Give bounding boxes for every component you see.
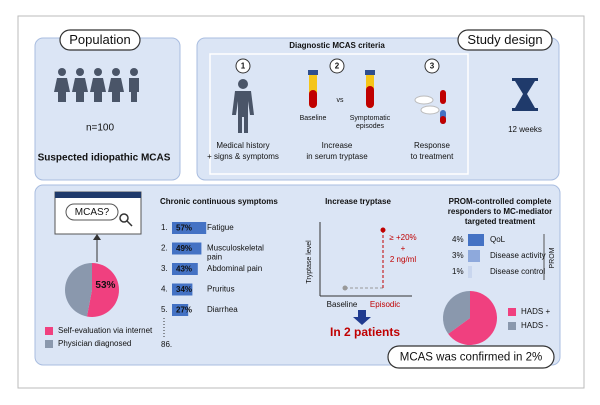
- arrow: [186, 108, 195, 122]
- x-label: Baseline: [327, 300, 358, 309]
- annotation: +: [401, 244, 406, 253]
- tube-label: Baseline: [300, 115, 327, 122]
- pie-slice: [86, 263, 119, 317]
- prom-bar: [468, 250, 480, 262]
- tubes: [308, 70, 375, 108]
- prom-label: 3%: [452, 251, 464, 260]
- symptom-rank: 86.: [161, 340, 172, 349]
- tube-label: episodes: [356, 123, 385, 130]
- symptom-rank: 1.: [161, 223, 168, 232]
- symptom-rank: 2.: [161, 244, 168, 253]
- baseline-point: [342, 285, 348, 291]
- criteria-box: [209, 53, 469, 175]
- tryptase-title: Increase tryptase: [325, 197, 391, 206]
- symptom-bar: [172, 222, 207, 234]
- arrowhead: [93, 234, 101, 240]
- bar-label: 34%: [176, 285, 192, 294]
- symptom-name: pain: [207, 253, 222, 262]
- results-panel: [34, 184, 561, 366]
- pill: [59, 29, 141, 51]
- study-title: Study design: [467, 32, 542, 47]
- browser-bar: [55, 192, 141, 198]
- bar-label: 43%: [176, 265, 192, 274]
- annotation: ≥ +20%: [389, 233, 416, 242]
- down-arrow: [353, 310, 371, 325]
- criterion-number: 3: [430, 62, 435, 71]
- magnifier: [119, 213, 129, 223]
- symptom-name: Pruritus: [207, 285, 235, 294]
- tube-label: vs: [337, 97, 345, 104]
- population-title: Population: [69, 32, 130, 47]
- criterion-caption: + signs & symptoms: [207, 152, 279, 161]
- people-icons: [54, 68, 139, 102]
- legend-swatch: [508, 308, 516, 316]
- prom-axis: PROM: [549, 247, 556, 268]
- prom-title: targeted treatment: [465, 217, 536, 226]
- x-label: Episodic: [370, 300, 400, 309]
- symptom-name: Diarrhea: [207, 305, 238, 314]
- conclusion: MCAS was confirmed in 2%: [400, 352, 543, 364]
- pie-slice: [64, 263, 92, 317]
- criterion-caption: Increase: [322, 141, 353, 150]
- symptom-rank: 5.: [161, 305, 168, 314]
- slice-label: 53%: [95, 280, 115, 291]
- legend-swatch: [45, 340, 53, 348]
- pills-icon: [414, 90, 446, 124]
- pie-slice: [443, 291, 470, 334]
- prom-label: 4%: [452, 235, 464, 244]
- prom-name: Disease activity: [490, 251, 546, 260]
- symptom-bar: [172, 283, 193, 296]
- prom-name: Disease control: [490, 267, 545, 276]
- symptom-name: Fatigue: [207, 223, 234, 232]
- annotation: 2 ng/ml: [390, 255, 416, 264]
- pill: [387, 345, 555, 369]
- legend-label: Self-evaluation via internet: [58, 326, 153, 335]
- bar-label: 27%: [176, 306, 192, 315]
- criterion-number: 2: [335, 62, 340, 71]
- criterion-caption: Medical history: [216, 141, 269, 150]
- pie-slice: [448, 291, 498, 345]
- hourglass-icon: [512, 78, 538, 111]
- prom-title: responders to MC-mediator: [448, 207, 552, 216]
- sample-size: n=100: [86, 123, 115, 134]
- legend-swatch: [508, 322, 516, 330]
- magnifier: [126, 220, 133, 227]
- symptom-name: Abdominal pain: [207, 264, 262, 273]
- prom-label: 1%: [452, 267, 464, 276]
- symptom-rank: 4.: [161, 285, 168, 294]
- legend-label: HADS -: [521, 321, 548, 330]
- legend-label: Physician diagnosed: [58, 339, 131, 348]
- criterion-caption: to treatment: [411, 152, 454, 161]
- criterion-caption: in serum tryptase: [306, 152, 368, 161]
- prom-title: PROM-controlled complete: [449, 197, 552, 206]
- y-axis-label: Tryptase level: [306, 240, 313, 284]
- episodic-point: [380, 227, 386, 233]
- prom-bar: [468, 234, 484, 246]
- symptom-bar: [172, 242, 202, 255]
- criterion-number: 1: [241, 62, 246, 71]
- population-label: Suspected idiopathic MCAS: [38, 153, 171, 164]
- bar-label: 57%: [176, 224, 192, 233]
- search-box: [65, 203, 119, 221]
- tryptase-result: In 2 patients: [330, 325, 400, 339]
- symptom-rank: 3.: [161, 264, 168, 273]
- criterion-caption: Response: [414, 141, 451, 150]
- bar-label: 49%: [176, 244, 192, 253]
- prom-name: QoL: [490, 235, 506, 244]
- criteria-title: Diagnostic MCAS criteria: [289, 41, 385, 50]
- symptom-bar: [172, 304, 189, 316]
- prom-bar: [468, 266, 472, 278]
- symptom-name: Musculoskeletal: [207, 244, 264, 253]
- legend-label: HADS +: [521, 307, 550, 316]
- symptoms-title: Chronic continuous symptoms: [160, 197, 278, 206]
- tube-label: Symptomatic: [350, 115, 391, 122]
- duration: 12 weeks: [508, 125, 542, 134]
- search-text: MCAS?: [75, 207, 110, 218]
- symptom-bar: [172, 263, 198, 275]
- criteria-numbers: [235, 58, 440, 74]
- human-icon: [232, 79, 254, 133]
- legend-swatch: [45, 327, 53, 335]
- pill: [457, 29, 553, 51]
